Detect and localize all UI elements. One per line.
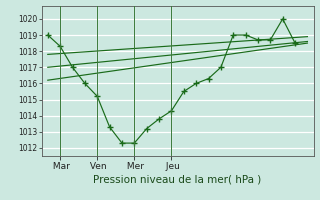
X-axis label: Pression niveau de la mer( hPa ): Pression niveau de la mer( hPa ) bbox=[93, 175, 262, 185]
